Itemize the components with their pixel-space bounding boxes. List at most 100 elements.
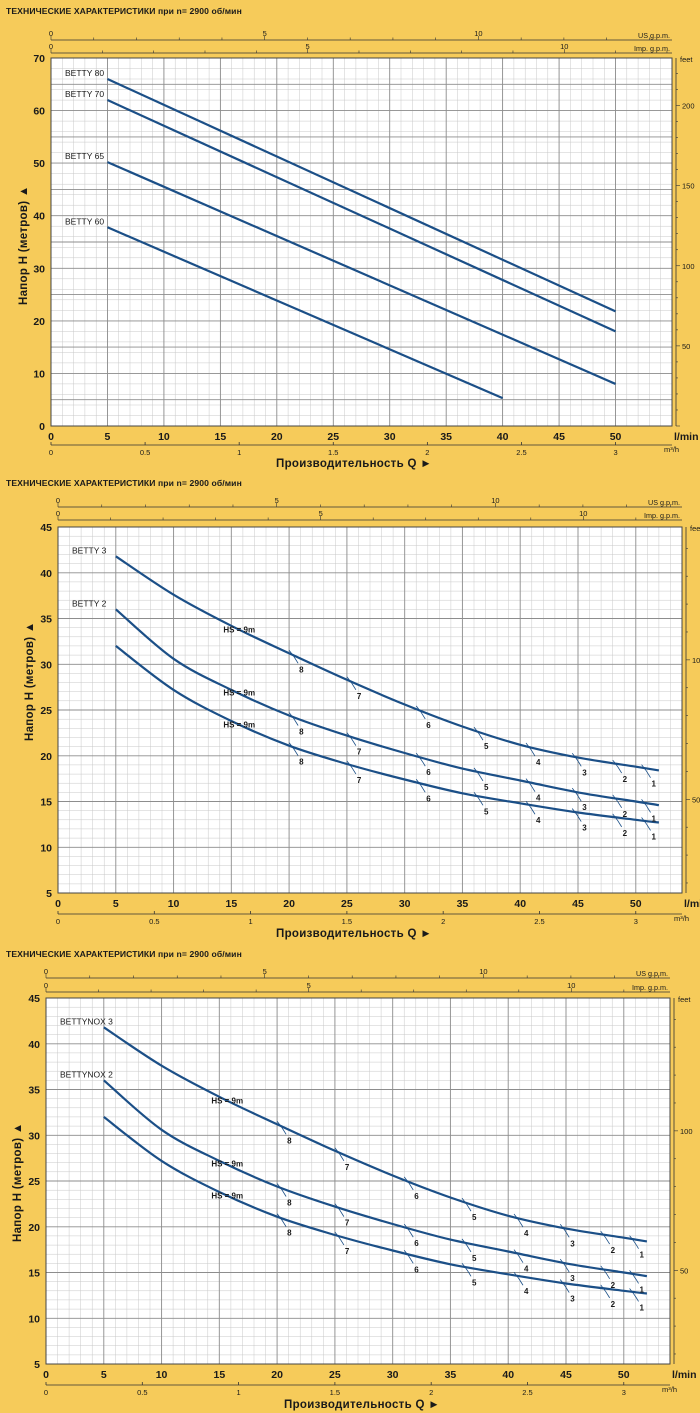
y-tick-label: 20: [40, 751, 52, 763]
x-tick-label: 45: [560, 1369, 572, 1381]
x-tick-label: 5: [105, 431, 111, 443]
y-tick-label: 10: [28, 1313, 40, 1325]
us-gpm-unit-label: US g.p.m.: [638, 31, 670, 40]
suction-height-label: 4: [524, 1265, 529, 1274]
suction-tick: [403, 1176, 414, 1191]
suction-height-label: 4: [536, 794, 541, 803]
suction-height-label: 7: [345, 1219, 350, 1228]
x-tick-label: 0: [55, 898, 61, 910]
suction-height-label: 1: [640, 1251, 645, 1260]
x-tick-label: 50: [610, 431, 622, 443]
x-tick-label: 40: [497, 431, 509, 443]
suction-height-label: 3: [582, 803, 587, 812]
series-line: [106, 78, 617, 313]
m3h-tick-label: 0: [44, 1388, 48, 1397]
suction-height-label: 6: [426, 794, 431, 803]
suction-height-label: 8: [287, 1229, 292, 1238]
y-tick-label: 40: [40, 568, 52, 580]
suction-tick: [276, 1121, 287, 1135]
suction-height-label: 3: [570, 1274, 575, 1283]
y-tick-label: 25: [28, 1176, 40, 1188]
suction-tick: [559, 1279, 570, 1293]
feet-tick-label: 100: [692, 656, 700, 665]
suction-height-label: 6: [414, 1265, 419, 1274]
x-axis-title-2: Производительность Q ►: [276, 928, 432, 940]
x-axis-title-1: Производительность Q ►: [276, 458, 432, 470]
imp-gpm-tick-label: 5: [306, 42, 310, 51]
x-tick-label: 25: [329, 1369, 341, 1381]
m3h-unit-label: m³/h: [664, 445, 679, 454]
suction-tick: [612, 813, 623, 828]
suction-tick: [513, 1271, 524, 1286]
suction-tick: [629, 1288, 639, 1302]
x-tick-label: 50: [618, 1369, 630, 1381]
series-label: BETTY 70: [65, 89, 104, 99]
y-tick-label: 40: [33, 211, 45, 223]
suction-tick: [473, 726, 484, 741]
m3h-tick-label: 1: [237, 1388, 241, 1397]
m3h-tick-label: 2.5: [522, 1388, 532, 1397]
suction-tick: [288, 712, 299, 726]
suction-tick: [525, 778, 536, 792]
suction-height-label: 3: [570, 1295, 575, 1304]
x-tick-label: 25: [327, 431, 339, 443]
chart-title-1: ТЕХНИЧЕСКИЕ ХАРАКТЕРИСТИКИ при n= 2900 о…: [6, 6, 242, 16]
suction-tick: [334, 1147, 345, 1162]
hs-annotation: HS = 9m: [211, 1192, 243, 1201]
suction-tick: [334, 1203, 345, 1217]
suction-tick: [461, 1197, 472, 1212]
suction-tick: [346, 676, 357, 691]
x-unit-label: l/min: [684, 898, 700, 910]
y-tick-label: 30: [40, 659, 52, 671]
us-gpm-unit-label: US g.p.m.: [648, 498, 680, 507]
suction-height-label: 5: [484, 807, 489, 816]
imp-gpm-tick-label: 0: [56, 509, 60, 518]
us-gpm-unit-label: US g.p.m.: [636, 969, 668, 978]
suction-tick: [473, 792, 484, 806]
m3h-tick-label: 1.5: [328, 448, 338, 457]
x-tick-label: 5: [113, 898, 119, 910]
suction-height-label: 4: [536, 816, 541, 825]
suction-tick: [403, 1223, 414, 1238]
y-axis-title-1: Напор H (метров) ▲: [18, 185, 30, 305]
x-tick-label: 0: [48, 431, 54, 443]
suction-tick: [525, 742, 536, 757]
x-tick-label: 5: [101, 1369, 107, 1381]
suction-tick: [571, 808, 582, 822]
y-tick-label: 50: [33, 158, 45, 170]
y-tick-label: 35: [40, 614, 52, 626]
m3h-tick-label: 2: [441, 917, 445, 926]
x-tick-label: 15: [215, 431, 227, 443]
imp-gpm-tick-label: 0: [49, 42, 53, 51]
suction-height-label: 3: [582, 824, 587, 833]
imp-gpm-tick-label: 5: [307, 981, 311, 990]
suction-height-label: 5: [472, 1213, 477, 1222]
feet-unit-label: feet: [690, 524, 700, 533]
suction-tick: [641, 817, 651, 831]
suction-tick: [461, 1238, 472, 1253]
suction-height-label: 8: [299, 665, 304, 674]
feet-unit-label: feet: [680, 55, 693, 64]
hs-annotation: HS = 9m: [211, 1160, 243, 1169]
y-tick-label: 5: [46, 888, 52, 900]
x-tick-label: 20: [283, 898, 295, 910]
suction-tick: [571, 787, 582, 802]
suction-height-label: 2: [623, 829, 628, 838]
series-label: BETTY 65: [65, 151, 104, 161]
feet-tick-label: 100: [680, 1127, 693, 1136]
m3h-tick-label: 1.5: [330, 1388, 340, 1397]
m3h-tick-label: 1: [237, 448, 241, 457]
suction-tick: [641, 799, 651, 813]
suction-tick: [288, 742, 299, 756]
series-label: BETTY 3: [72, 545, 107, 555]
suction-height-label: 5: [484, 783, 489, 792]
suction-tick: [559, 1224, 570, 1238]
x-tick-label: 40: [502, 1369, 514, 1381]
series-line: [115, 645, 660, 824]
suction-tick: [276, 1213, 287, 1227]
m3h-tick-label: 1: [249, 917, 253, 926]
m3h-tick-label: 0: [56, 917, 60, 926]
suction-height-label: 7: [345, 1247, 350, 1256]
us-gpm-tick-label: 10: [474, 29, 482, 38]
